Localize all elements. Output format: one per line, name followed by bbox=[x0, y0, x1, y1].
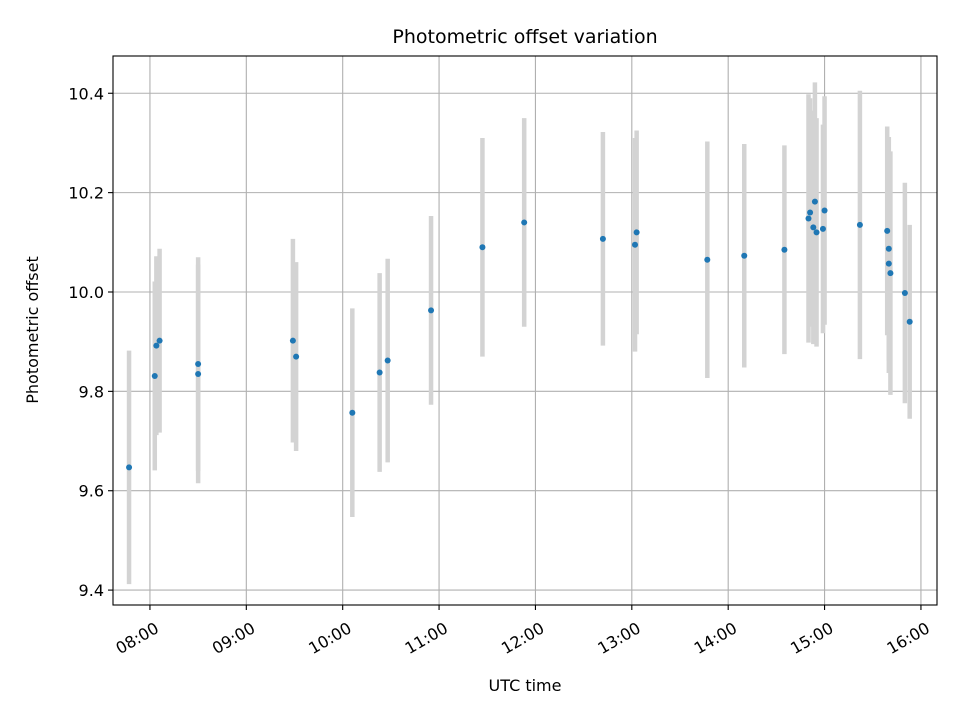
data-point bbox=[195, 370, 202, 377]
y-axis-label: Photometric offset bbox=[23, 256, 42, 404]
data-point bbox=[151, 372, 158, 379]
data-point bbox=[376, 369, 383, 376]
data-point bbox=[521, 219, 528, 226]
data-point bbox=[885, 245, 892, 252]
data-point bbox=[289, 337, 296, 344]
x-axis-label: UTC time bbox=[489, 676, 562, 695]
data-point bbox=[781, 246, 788, 253]
data-point bbox=[156, 337, 163, 344]
data-point bbox=[479, 244, 486, 251]
data-point bbox=[599, 235, 606, 242]
data-point bbox=[821, 207, 828, 214]
data-point bbox=[632, 241, 639, 248]
data-point bbox=[126, 464, 133, 471]
data-point bbox=[813, 229, 820, 236]
data-point bbox=[819, 225, 826, 232]
plot-frame bbox=[112, 55, 938, 606]
data-points bbox=[126, 198, 913, 471]
data-point bbox=[349, 409, 356, 416]
data-point bbox=[384, 357, 391, 364]
y-axis: 9.4 9.6 9.8 10.0 10.2 10.4 bbox=[68, 84, 113, 600]
data-point bbox=[805, 215, 812, 222]
data-point bbox=[704, 256, 711, 263]
data-point bbox=[885, 260, 892, 267]
data-point bbox=[807, 209, 814, 216]
data-point bbox=[293, 353, 300, 360]
data-point bbox=[906, 318, 913, 325]
y-tick-label: 9.8 bbox=[79, 382, 104, 401]
data-point bbox=[153, 342, 160, 349]
y-tick-label: 9.4 bbox=[79, 581, 104, 600]
data-point bbox=[633, 229, 640, 236]
data-point bbox=[856, 221, 863, 228]
data-point bbox=[810, 224, 817, 231]
data-point bbox=[884, 227, 891, 234]
y-tick-label: 10.2 bbox=[68, 184, 104, 203]
y-tick-label: 10.0 bbox=[68, 283, 104, 302]
data-point bbox=[901, 289, 908, 296]
y-tick-label: 9.6 bbox=[79, 482, 104, 501]
data-point bbox=[741, 252, 748, 259]
data-point bbox=[811, 198, 818, 205]
y-tick-label: 10.4 bbox=[68, 84, 104, 103]
chart-title: Photometric offset variation bbox=[392, 26, 657, 48]
data-point bbox=[887, 270, 894, 277]
data-point bbox=[428, 307, 435, 314]
data-point bbox=[195, 361, 202, 368]
